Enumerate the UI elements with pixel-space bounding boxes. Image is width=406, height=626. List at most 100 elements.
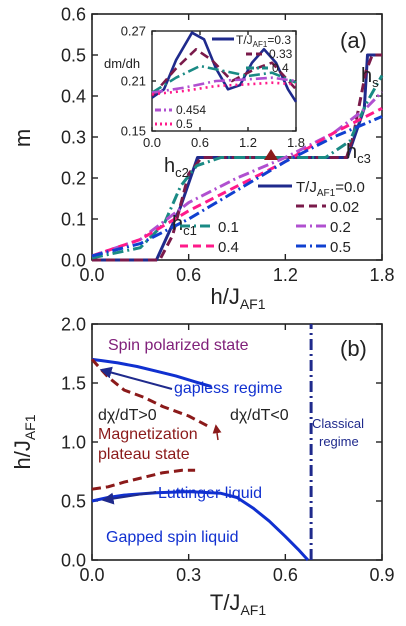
annotation-hc3-sub: c3 [357,151,371,166]
annotation-hs-sub: s [372,75,379,90]
panel-b: 0.0 0.3 0.6 0.90.00.51.01.52.0 (b) h/JAF1 T… [10,314,395,618]
inset-legend-label-0.4: 0.4 [272,61,289,75]
inset-xtick-label-0: 0.0 [143,135,161,150]
legend-label-0.02: 0.02 [330,199,359,216]
panel-b-ticks: 0.0 0.3 0.6 0.9 0.0 0.5 1.0 1.5 2.0 [61,314,395,585]
annotation-hc3: hc3 [346,141,371,166]
legend-prefix-0.0: T/JAF1=0.0 [296,179,365,199]
legend-prefix-eq: =0.0 [335,179,365,196]
panel-a-series-0.1 [91,74,384,260]
inset-series-0.454 [151,76,297,94]
label-dchi-pos: dχ/dT>0 [98,407,157,424]
label-gapped: Gapped spin liquid [106,529,239,546]
panel-a-ytick-label-2: 0.2 [61,168,86,188]
inset-legend-label-0.33: 0.33 [269,47,293,61]
panel-a-xtick-label-2: 1.2 [273,265,298,285]
panel-b-ytick-label-0: 0.0 [61,550,86,570]
legend-label-0.4: 0.4 [218,239,239,256]
panel-b-series-lower-boundary [91,490,310,562]
inset-legend-prefix-sub: AF1 [253,40,268,49]
panel-b-series [90,324,313,562]
panel-a-ytick-label-5: 0.5 [61,45,86,65]
annotation-hc2-main: h [164,155,175,177]
panel-b-xlabel: T/JAF1 [210,590,266,618]
panel-b-ytick-label-1: 0.5 [61,491,86,511]
panel-a-series-0.4 [91,106,383,258]
panel-a-ytick-label-6: 0.6 [61,4,86,24]
label-magnetization-1: Magnetization [98,426,198,443]
annotation-hs-main: h [361,65,372,87]
label-luttinger: Luttinger liquid [158,485,262,502]
panel-a-xlabel-sub: AF1 [240,296,266,312]
inset-xtick-label-1: 0.6 [191,135,209,150]
panel-b-xtick-label-0: 0.0 [79,565,104,585]
legend-prefix-sub: AF1 [317,188,336,199]
panel-a-xtick-label-1: 0.6 [176,265,201,285]
panel-a: 0.0 0.6 1.2 1.80.00.10.20.30.40.50.6 (a) m … [10,4,395,312]
inset-series [151,31,298,103]
inset-series-0.33 [151,48,297,97]
panel-a-ticks: 0.0 0.6 1.2 1.8 0.0 0.1 0.2 0.3 0.4 0.5 0.6 [61,4,395,285]
panel-a-ylabel: m [10,129,35,147]
panel-a-ytick-label-1: 0.1 [61,209,86,229]
panel-a-ytick-label-0: 0.0 [61,250,86,270]
inset-ylabel: dm/dh [104,56,140,71]
legend-label-0.5: 0.5 [330,239,351,256]
inset-series-0.4 [151,64,297,94]
label-dchi-neg: dχ/dT<0 [230,407,289,424]
panel-a-series-0.5 [91,115,383,258]
panel-b-ytick-label-2: 1.0 [61,432,86,452]
panel-a-ytick-label-3: 0.3 [61,127,86,147]
panel-b-xtick-label-2: 0.6 [273,565,298,585]
inset-ytick-label-1: 0.21 [121,74,146,89]
panel-a-label: (a) [340,28,367,53]
panel-a-xtick-label-0: 0.0 [79,265,104,285]
panel-a-xlabel-main: h/J [210,284,239,309]
annotation-hc3-main: h [346,141,357,163]
panel-a-xtick-label-3: 1.8 [369,265,394,285]
panel-a-legend: T/JAF1=0.0 0.02 0.1 0.2 0.4 0.5 [180,179,365,256]
inset-legend-label-0.454: 0.454 [176,103,206,117]
inset: 0.0 0.6 1.2 1.8 0.15 0.21 0.27 dm/dh T/JAF1=0.… [104,24,305,150]
arrow-luttinger [101,491,157,505]
panel-b-ytick-label-3: 1.5 [61,373,86,393]
inset-xtick-label-2: 1.2 [239,135,257,150]
inset-series-0.3 [151,31,298,103]
panel-a-xlabel: h/JAF1 [210,284,265,312]
panel-a-series-0.2 [91,90,384,258]
annotation-hc2: hc2 [164,155,189,180]
inset-xtick-label-3: 1.8 [287,135,305,150]
inset-legend-prefix-main: T/J [236,33,253,47]
legend-label-0.2: 0.2 [330,219,351,236]
panel-b-xtick-label-3: 0.9 [369,565,394,585]
inset-legend-label-0.5: 0.5 [176,117,193,131]
annotation-hs: hs [361,65,379,90]
label-gapless: gapless regime [174,380,283,397]
plateau-arrow-marker [264,149,278,160]
panel-b-ylabel-main: h/J [10,440,35,469]
label-spin-polarized: Spin polarized state [108,337,249,354]
panel-b-xlabel-sub: AF1 [240,602,266,618]
arrow-dchi [212,424,222,441]
panel-b-ytick-label-4: 2.0 [61,314,86,334]
label-classical-1: Classical [312,416,364,431]
annotation-hc1-main: h [172,213,183,235]
inset-ytick-label-2: 0.27 [121,24,146,39]
legend-label-0.1: 0.1 [218,219,239,236]
inset-ytick-label-0: 0.15 [121,124,146,139]
panel-b-ylabel: h/JAF1 [10,414,38,469]
panel-b-ylabel-sub: AF1 [22,414,38,440]
panel-b-series-upper-boundary [91,357,212,388]
panel-b-series-chi-max-upper [90,358,212,430]
panel-b-series-chi-max-lower [91,468,196,491]
panel-a-ytick-label-4: 0.4 [61,86,86,106]
inset-legend-prefix: T/JAF1=0.3 [236,33,291,49]
legend-prefix-main: T/J [296,179,317,196]
annotation-hc2-sub: c2 [175,165,189,180]
panel-b-label: (b) [340,336,367,361]
inset-ticks: 0.0 0.6 1.2 1.8 0.15 0.21 0.27 [121,24,305,150]
arrow-gapless [99,366,173,390]
label-classical-2: regime [319,434,359,449]
panel-b-xlabel-main: T/J [210,590,241,615]
